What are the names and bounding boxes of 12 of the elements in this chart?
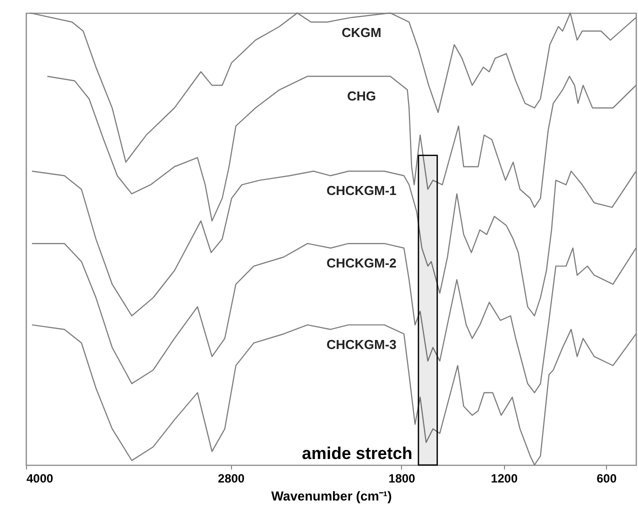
series-label: CHCKGM-3: [326, 336, 397, 352]
x-tick-label: 600: [596, 472, 617, 486]
x-tick-label: 1800: [388, 472, 416, 486]
series-label: CHCKGM-2: [326, 256, 397, 271]
x-tick-label: 1200: [490, 472, 518, 486]
x-axis-title: Wavenumber (cm⁻¹): [271, 488, 392, 504]
series-label: CKGM: [342, 25, 382, 40]
x-tick-label: 2800: [218, 472, 245, 486]
series-label: CHG: [347, 88, 376, 104]
x-tick-label: 4000: [26, 472, 54, 486]
band-label: amide stretch: [302, 444, 412, 463]
series-label: CHCKGM-1: [326, 183, 397, 198]
